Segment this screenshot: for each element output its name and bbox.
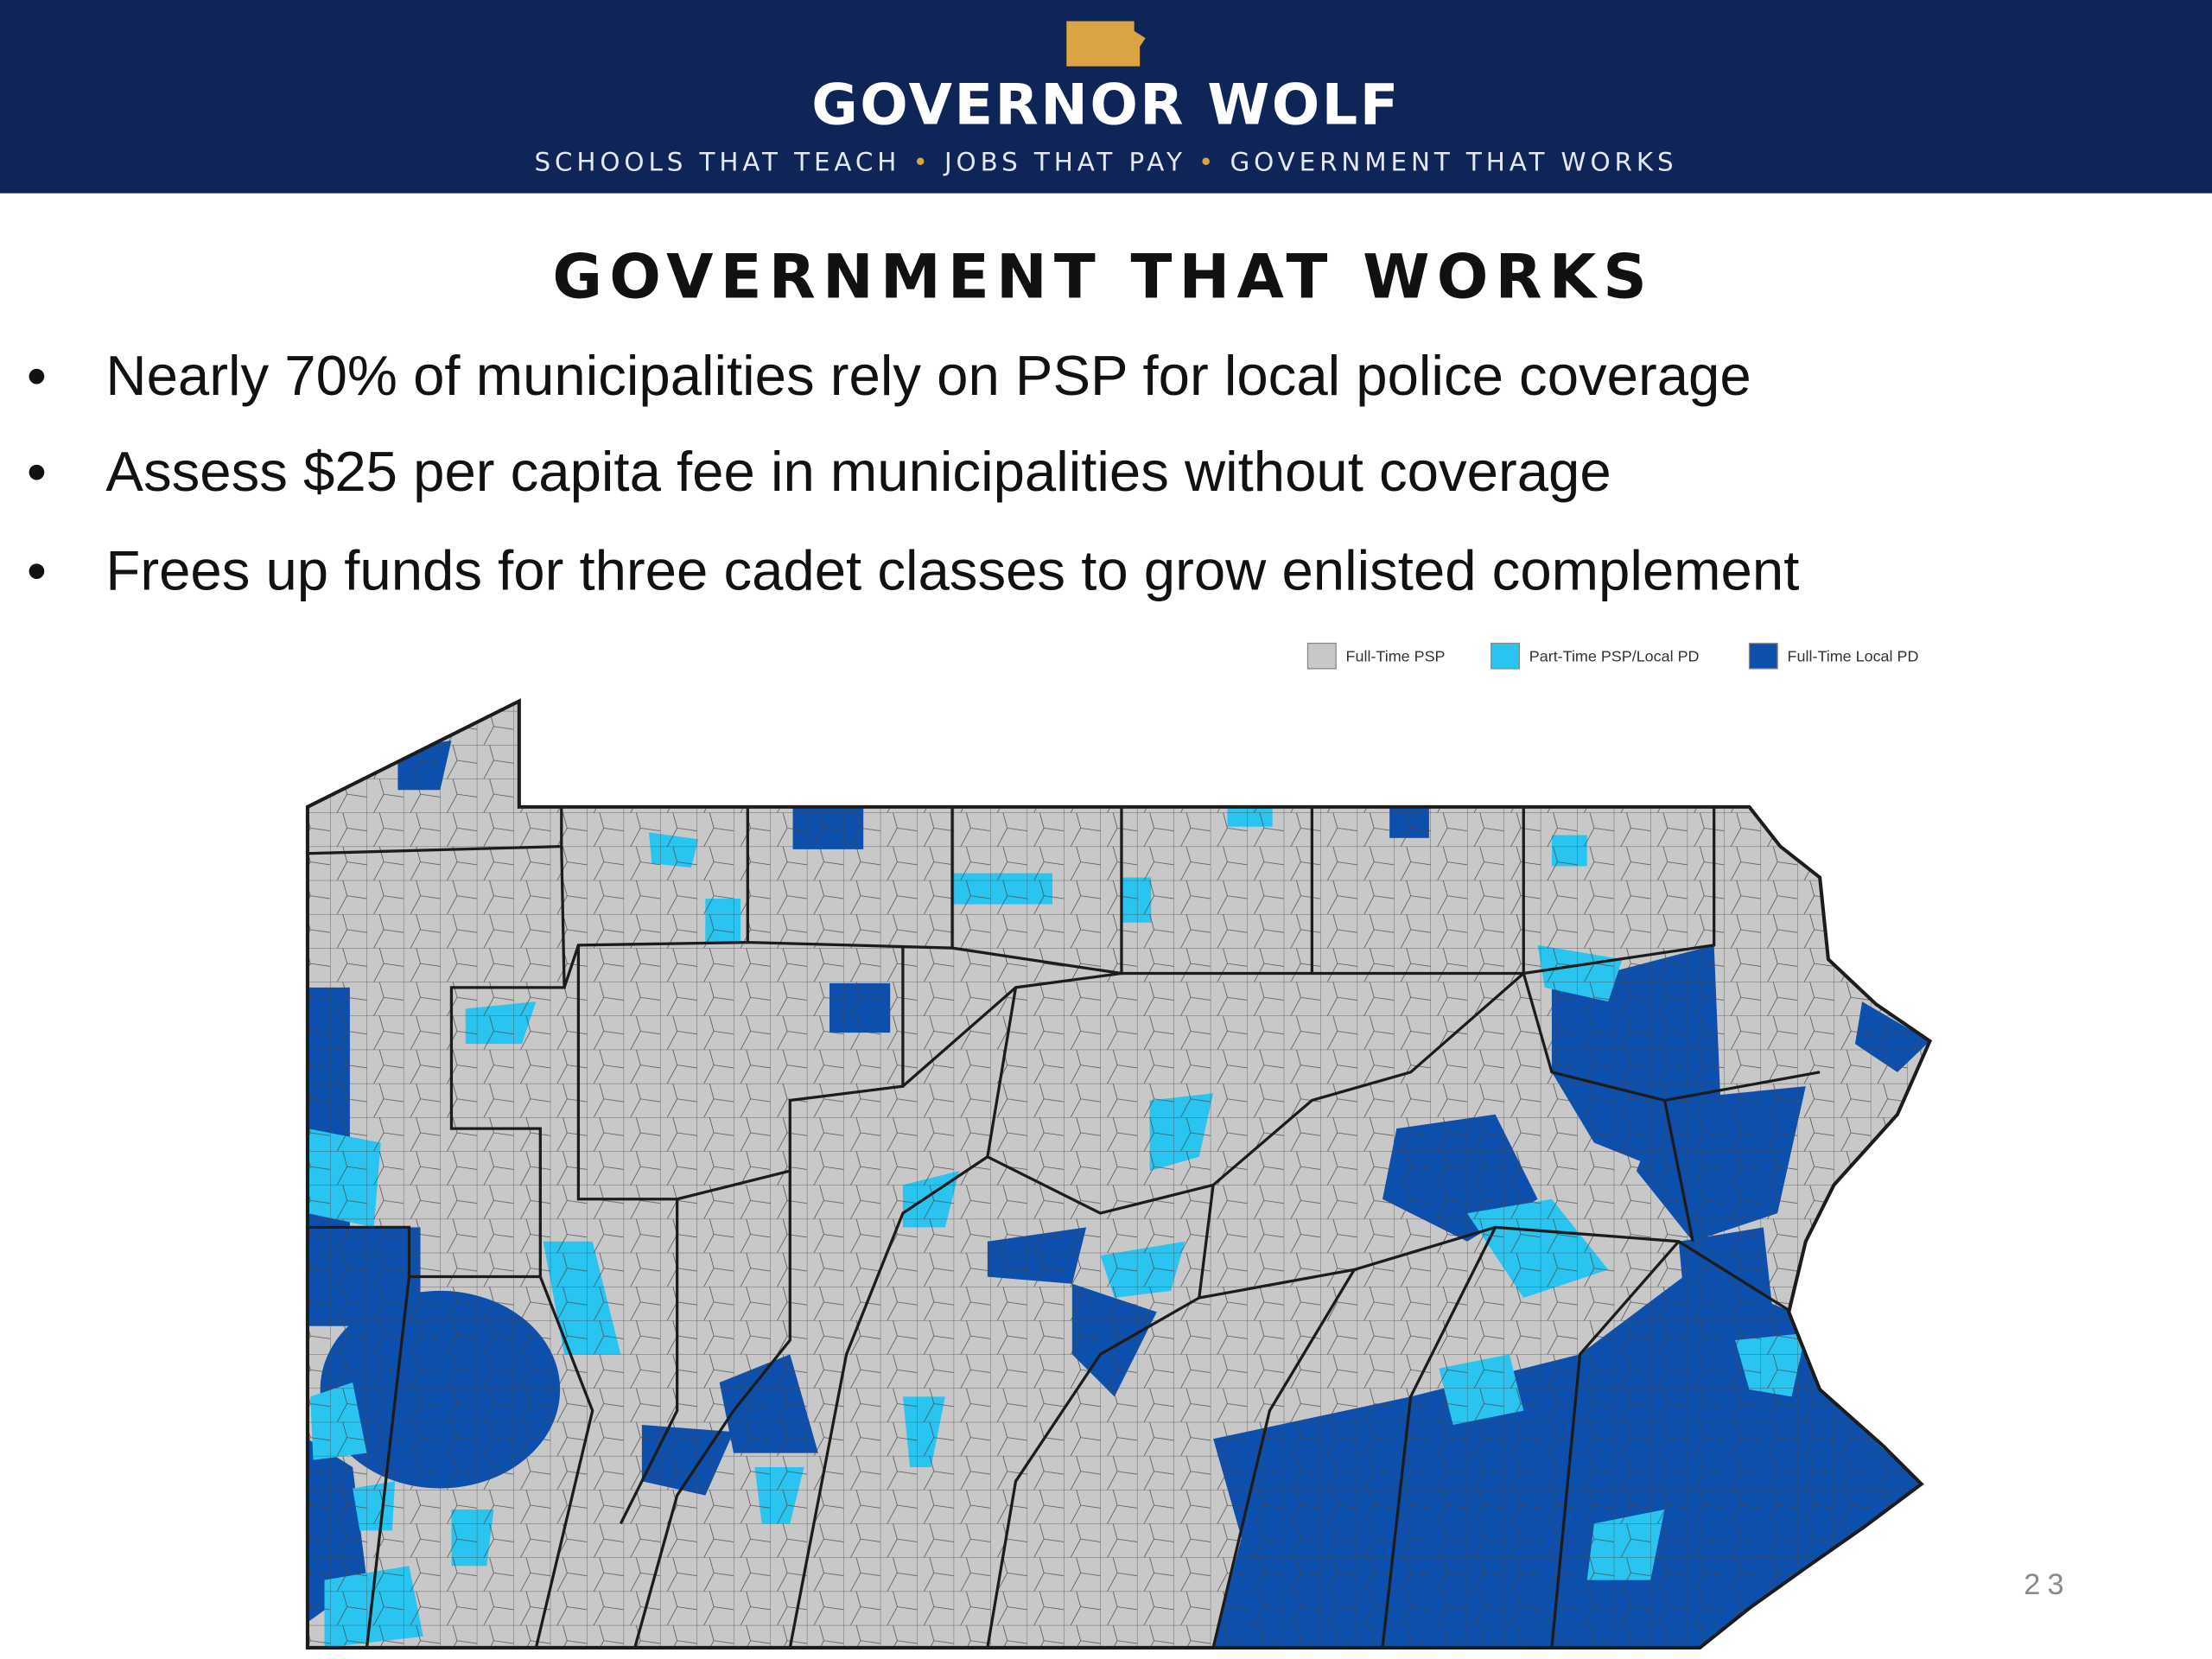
legend-swatch <box>1748 642 1778 670</box>
bullet-text: Assess $25 per capita fee in municipalit… <box>105 440 1611 503</box>
legend-label: Full-Time PSP <box>1346 648 1446 665</box>
separator: • <box>1186 148 1230 177</box>
county-lines <box>307 806 1821 1648</box>
bullet-list: • Nearly 70% of municipalities rely on P… <box>27 344 1799 601</box>
separator: • <box>900 148 944 177</box>
state-logo <box>1066 21 1146 67</box>
map <box>305 698 1933 1649</box>
legend-swatch <box>1491 642 1521 670</box>
tagline-item: JOBS THAT PAY <box>943 148 1186 177</box>
slide-title: GOVERNMENT THAT WORKS <box>552 241 1654 312</box>
header-title: GOVERNOR WOLF <box>811 73 1401 138</box>
tagline-item: SCHOOLS THAT TEACH <box>534 148 900 177</box>
tagline: SCHOOLS THAT TEACH • JOBS THAT PAY • GOV… <box>534 148 1677 177</box>
bullet: • <box>27 538 47 601</box>
page-number: 23 <box>2024 1568 2070 1601</box>
legend: Full-Time PSP Part-Time PSP/Local PD Full-… <box>1306 642 1919 670</box>
state-outline <box>305 698 1933 1649</box>
legend-label: Full-Time Local PD <box>1788 648 1919 665</box>
tagline-item: GOVERNMENT THAT WORKS <box>1230 148 1677 177</box>
legend-label: Part-Time PSP/Local PD <box>1529 648 1700 665</box>
bullet-text: Nearly 70% of municipalities rely on PSP… <box>105 344 1751 407</box>
bullet: • <box>27 440 47 503</box>
bullet: • <box>27 344 47 407</box>
legend-swatch <box>1306 642 1337 670</box>
bullet-text: Frees up funds for three cadet classes t… <box>105 538 1799 601</box>
